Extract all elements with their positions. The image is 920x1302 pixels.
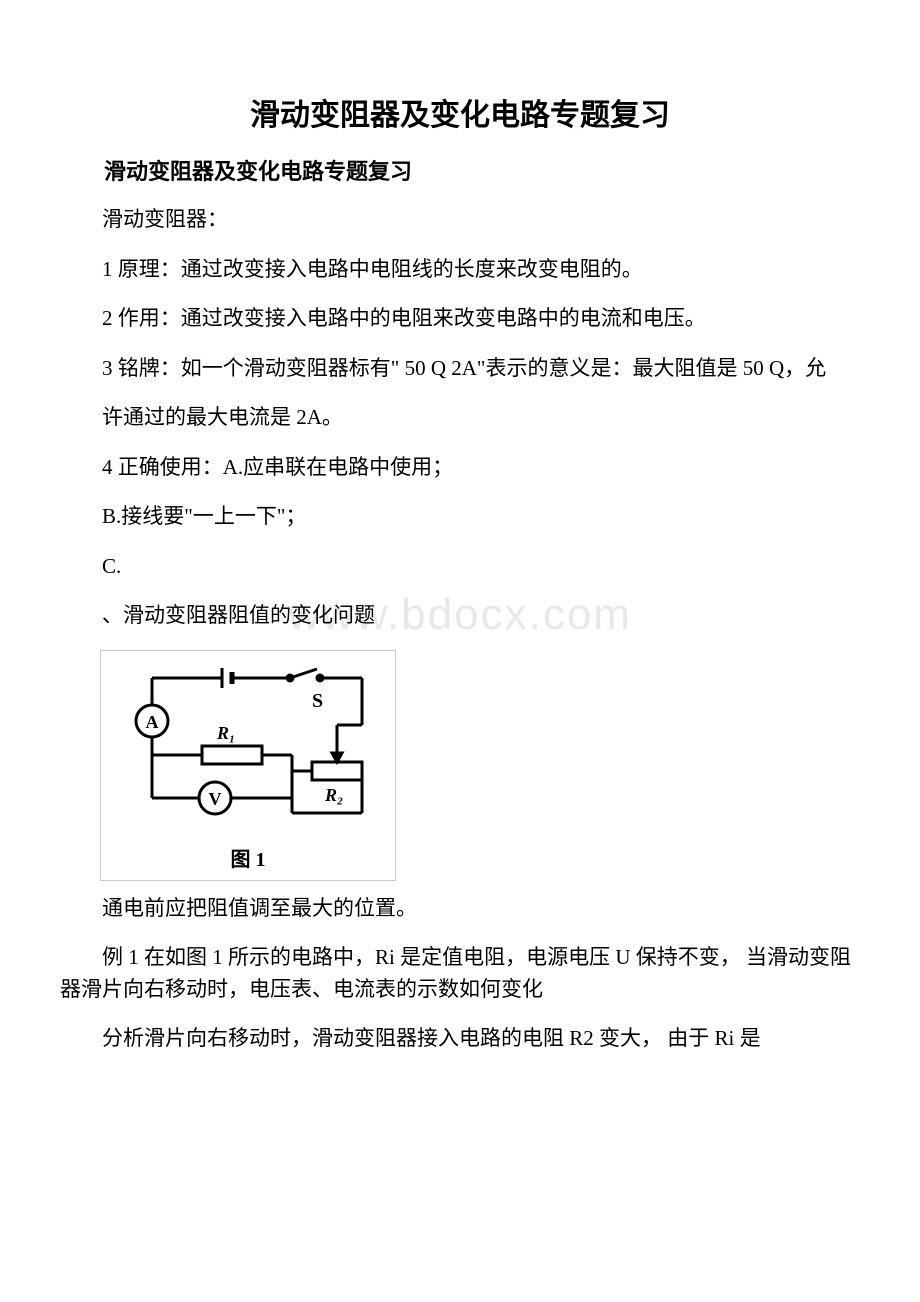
paragraph-12: 分析滑片向右移动时，滑动变阻器接入电路的电阻 R2 变大， 由于 Ri 是 [60,1023,860,1055]
paragraph-11: 例 1 在如图 1 所示的电路中，Ri 是定值电阻，电源电压 U 保持不变， 当… [60,942,860,1005]
paragraph-4: 3 铭牌：如一个滑动变阻器标有" 50 Q 2A"表示的意义是：最大阻值是 50… [60,353,860,385]
circuit-diagram-box: S A V R₁ R₂ 图 1 [100,650,396,881]
figure-label: 图 1 [117,843,379,872]
paragraph-9: 、滑动变阻器阻值的变化问题 [60,600,860,632]
paragraph-1: 滑动变阻器： [60,204,860,236]
paragraph-10: 通电前应把阻值调至最大的位置。 [60,893,860,925]
paragraph-5: 许通过的最大电流是 2A。 [60,402,860,434]
document-content: 滑动变阻器及变化电路专题复习 滑动变阻器及变化电路专题复习 滑动变阻器： 1 原… [60,90,860,1055]
paragraph-6: 4 正确使用：A.应串联在电路中使用； [60,452,860,484]
label-s: S [312,690,323,712]
circuit-figure: S A V R₁ R₂ 图 1 [100,650,396,881]
paragraph-3: 2 作用：通过改变接入电路中的电阻来改变电路中的电流和电压。 [60,303,860,335]
paragraph-8: C. [60,551,860,583]
label-r1: R₁ [216,723,235,743]
circuit-svg: S A V R₁ R₂ [117,663,377,833]
label-v: V [209,789,222,809]
main-title: 滑动变阻器及变化电路专题复习 [60,90,860,134]
paragraph-2: 1 原理：通过改变接入电路中电阻线的长度来改变电阻的。 [60,254,860,286]
label-a: A [146,712,159,732]
subtitle: 滑动变阻器及变化电路专题复习 [60,154,860,186]
paragraph-7: B.接线要"一上一下"； [60,501,860,533]
label-r2: R₂ [324,785,343,805]
